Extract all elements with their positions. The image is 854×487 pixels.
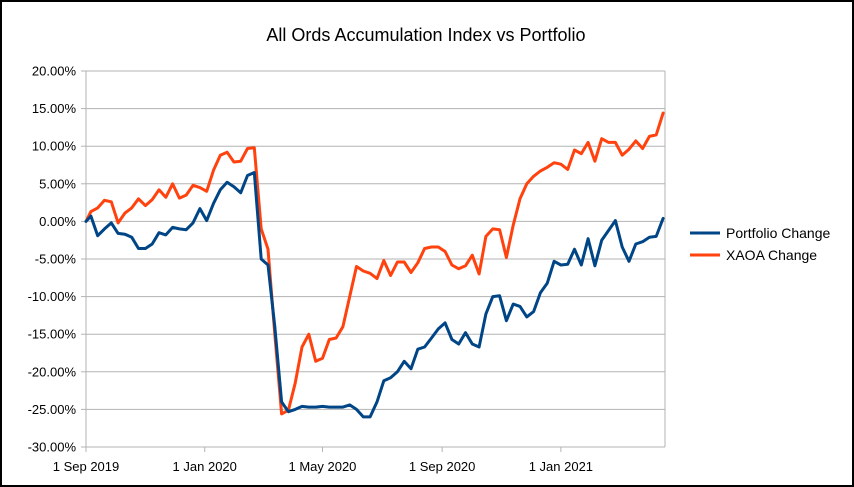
- chart-title: All Ords Accumulation Index vs Portfolio: [266, 25, 585, 45]
- x-tick-label: 1 May 2020: [288, 459, 356, 474]
- y-tick-label: 0.00%: [39, 214, 76, 229]
- legend-label-xaoa-change: XAOA Change: [726, 247, 817, 263]
- x-tick-label: 1 Jan 2021: [529, 459, 593, 474]
- y-tick-label: 10.00%: [32, 139, 77, 154]
- y-tick-label: -5.00%: [35, 252, 77, 267]
- y-tick-label: -15.00%: [28, 327, 77, 342]
- x-tick-label: 1 Jan 2020: [173, 459, 237, 474]
- y-tick-label: 20.00%: [32, 64, 77, 79]
- x-tick-label: 1 Sep 2019: [53, 459, 120, 474]
- y-tick-label: 5.00%: [39, 176, 76, 191]
- plot-area: 20.00% 15.00% 10.00% 5.00% 0.00% -5.00% -10.00…: [28, 64, 666, 474]
- y-tick-label: -20.00%: [28, 364, 77, 379]
- y-tick-label: -25.00%: [28, 402, 77, 417]
- legend-label-portfolio-change: Portfolio Change: [726, 225, 831, 241]
- series-line-xaoa-change: [84, 111, 665, 416]
- y-tick-label: -30.00%: [28, 440, 77, 455]
- y-tick-label: 15.00%: [32, 101, 77, 116]
- series-line-portfolio-change: [84, 171, 665, 419]
- y-tick-label: -10.00%: [28, 289, 77, 304]
- x-tick-label: 1 Sep 2020: [409, 459, 476, 474]
- legend: Portfolio Change XAOA Change: [690, 225, 831, 263]
